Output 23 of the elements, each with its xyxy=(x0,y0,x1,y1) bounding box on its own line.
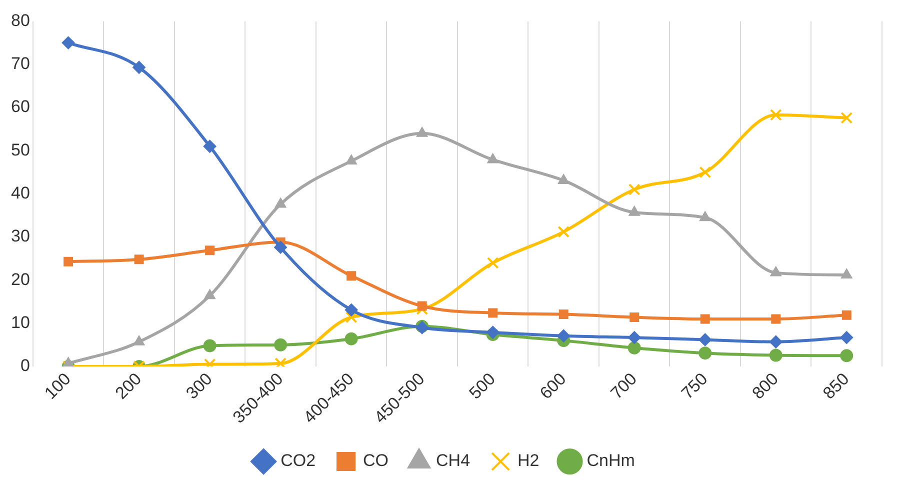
legend-label: CnHm xyxy=(586,451,635,470)
x-tick-label: 300 xyxy=(182,369,216,403)
x-tick-label: 700 xyxy=(606,369,640,403)
x-tick-label: 600 xyxy=(536,369,570,403)
x-tick-label: 500 xyxy=(465,369,499,403)
x-tick-label: 200 xyxy=(112,369,146,403)
x-tick-label: 850 xyxy=(819,369,853,403)
y-tick-label: 70 xyxy=(10,54,30,74)
y-tick-label: 30 xyxy=(10,226,30,246)
x-tick-label: 750 xyxy=(678,369,712,403)
x-tick-label: 100 xyxy=(40,369,74,403)
y-tick-label: 80 xyxy=(10,10,30,30)
legend-label: CO xyxy=(363,451,389,470)
x-tick-label: 800 xyxy=(748,369,782,403)
legend-label: CH4 xyxy=(436,451,470,470)
y-tick-label: 10 xyxy=(10,312,30,332)
y-tick-label: 40 xyxy=(10,184,30,203)
y-tick-label: 0 xyxy=(20,356,30,376)
legend-label: H2 xyxy=(518,451,540,470)
y-tick-label: 50 xyxy=(10,140,30,160)
legend-label: CO2 xyxy=(280,451,316,470)
y-tick-label: 60 xyxy=(10,97,30,116)
y-tick-label: 20 xyxy=(10,270,30,289)
